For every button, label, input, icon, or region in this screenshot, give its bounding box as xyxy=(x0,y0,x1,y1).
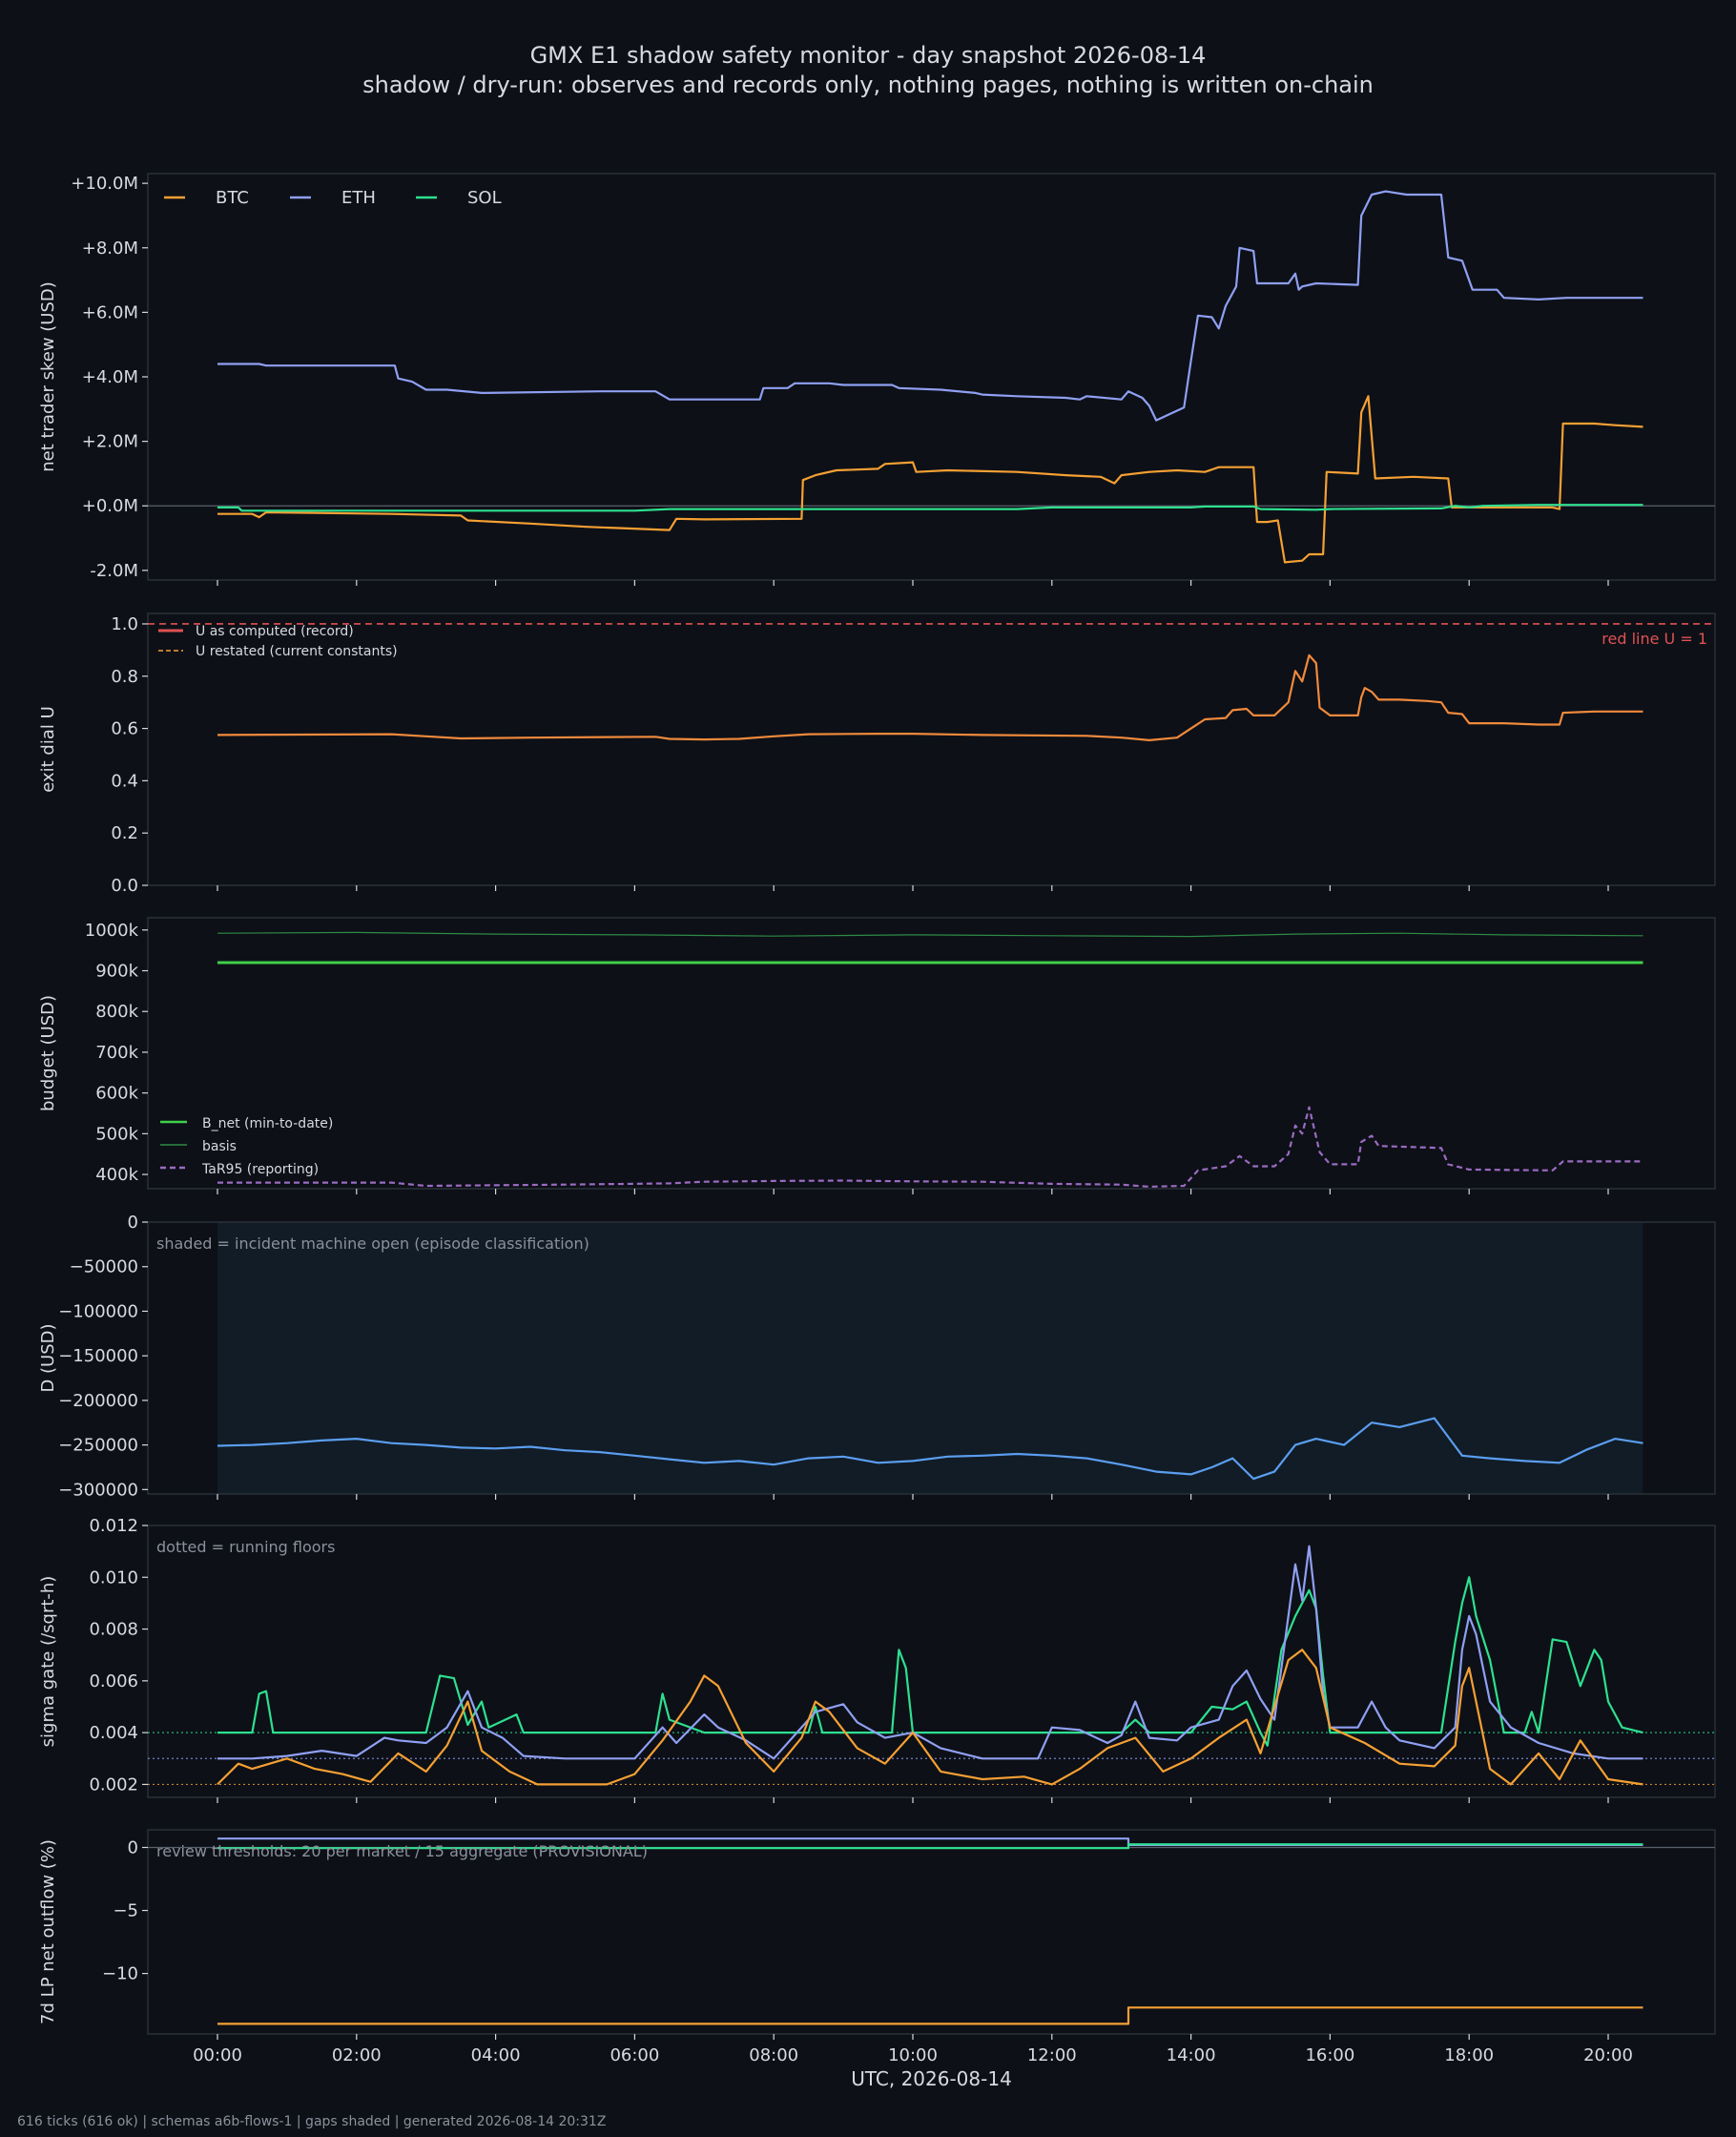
y-tick-label: 600k xyxy=(95,1084,138,1104)
footer-status: 616 ticks (616 ok) | schemas a6b-flows-1… xyxy=(17,2114,606,2129)
y-tick-label: −250000 xyxy=(58,1436,138,1456)
y-tick-label: +10.0M xyxy=(71,174,138,194)
y-tick-label: −100000 xyxy=(58,1301,138,1321)
legend-label: BTC xyxy=(216,188,249,208)
panel-frame xyxy=(147,1221,1716,1495)
x-tick-label: 04:00 xyxy=(471,2045,521,2065)
legend-label: SOL xyxy=(467,188,502,208)
series-line-eth xyxy=(217,1545,1643,1760)
y-tick-label: +4.0M xyxy=(82,367,138,387)
panel-note: review thresholds: 20 per market / 15 ag… xyxy=(156,1842,648,1860)
y-tick-label: 0.002 xyxy=(89,1774,138,1795)
series-line-tar95 xyxy=(217,1106,1643,1188)
panel-frame xyxy=(147,612,1716,886)
y-tick-label: −5 xyxy=(113,1901,138,1921)
y-tick-label: 0 xyxy=(128,1213,138,1233)
x-tick-label: 18:00 xyxy=(1444,2045,1494,2065)
series-line-btc xyxy=(217,1649,1643,1786)
panel-6: −10 −5 0 7d LP net outflow (%) review thresh… xyxy=(38,1829,1716,2090)
y-tick-label: 900k xyxy=(95,962,138,982)
y-axis-label: D (USD) xyxy=(38,1323,58,1392)
y-tick-label: +0.0M xyxy=(82,496,138,516)
series-line-sol xyxy=(217,504,1643,512)
panel-1: -2.0M +0.0M +2.0M +4.0M +6.0M +8.0M +10.0M net … xyxy=(38,173,1716,586)
x-tick-label: 10:00 xyxy=(888,2045,938,2065)
y-tick-label: 700k xyxy=(95,1043,138,1063)
y-tick-label: 1.0 xyxy=(111,614,138,634)
legend-label: B_net (min-to-date) xyxy=(202,1116,333,1131)
series-line-btc xyxy=(217,395,1643,564)
panel-note: shaded = incident machine open (episode … xyxy=(156,1234,589,1253)
series-line-sol xyxy=(217,1843,1643,1850)
y-axis-label: 7d LP net outflow (%) xyxy=(38,1839,58,2024)
x-tick-label: 20:00 xyxy=(1583,2045,1633,2065)
y-tick-label: +6.0M xyxy=(82,302,138,322)
chart-panels: -2.0M +0.0M +2.0M +4.0M +6.0M +8.0M +10.0M net … xyxy=(38,173,1716,2090)
y-tick-label: 0.4 xyxy=(111,771,138,791)
y-axis-label: net trader skew (USD) xyxy=(38,281,58,472)
incident-shade xyxy=(217,1222,1643,1494)
x-tick-label: 08:00 xyxy=(749,2045,798,2065)
y-tick-label: 0.006 xyxy=(89,1671,138,1691)
legend-label: basis xyxy=(202,1139,237,1154)
x-tick-label: 12:00 xyxy=(1027,2045,1077,2065)
x-axis-label: UTC, 2026-08-14 xyxy=(851,2067,1012,2090)
y-tick-label: 0.010 xyxy=(89,1567,138,1587)
panel-frame xyxy=(147,1525,1716,1798)
page-title: GMX E1 shadow safety monitor - day snaps… xyxy=(530,42,1207,69)
series-line-sol xyxy=(217,1576,1643,1747)
legend-label: ETH xyxy=(341,188,376,208)
y-tick-label: +8.0M xyxy=(82,239,138,259)
legend-label: U as computed (record) xyxy=(196,624,354,639)
y-tick-label: 1000k xyxy=(85,921,139,941)
y-tick-label: −200000 xyxy=(58,1391,138,1411)
y-tick-label: -2.0M xyxy=(90,561,138,581)
y-tick-label: 0.8 xyxy=(111,667,138,687)
y-tick-label: 0.008 xyxy=(89,1620,138,1640)
red-line-annotation: red line U = 1 xyxy=(1602,630,1707,648)
x-tick-label: 14:00 xyxy=(1167,2045,1216,2065)
y-tick-label: −50000 xyxy=(70,1257,138,1277)
y-tick-label: 0 xyxy=(128,1837,138,1857)
series-line-d xyxy=(217,1417,1643,1481)
y-tick-label: 800k xyxy=(95,1002,138,1022)
panel-4: −300000 −250000 −200000 −150000 −100000 −5000… xyxy=(38,1213,1716,1500)
legend-label: U restated (current constants) xyxy=(196,644,398,659)
y-axis-label: sigma gate (/sqrt-h) xyxy=(38,1576,58,1748)
panel-2: 0.0 0.2 0.4 0.6 0.8 1.0 exit dial U U as comput… xyxy=(38,612,1716,896)
y-tick-label: 0.012 xyxy=(89,1516,138,1536)
y-tick-label: +2.0M xyxy=(82,432,138,452)
x-tick-label: 06:00 xyxy=(610,2045,659,2065)
panel-5: 0.002 0.004 0.006 0.008 0.010 0.012 sigma gate… xyxy=(38,1516,1716,1803)
x-tick-label: 02:00 xyxy=(332,2045,382,2065)
page-subtitle: shadow / dry-run: observes and records o… xyxy=(362,72,1374,98)
y-tick-label: 0.6 xyxy=(111,719,138,739)
series-line-btc xyxy=(217,2006,1643,2025)
series-line-basis xyxy=(217,931,1643,938)
series-line-u xyxy=(217,654,1643,741)
y-tick-label: 0.2 xyxy=(111,823,138,843)
panel-frame xyxy=(147,917,1716,1190)
x-tick-label: 16:00 xyxy=(1305,2045,1354,2065)
legend-label: TaR95 (reporting) xyxy=(201,1162,319,1177)
y-tick-label: 400k xyxy=(95,1165,138,1185)
series-line-eth xyxy=(217,190,1643,422)
panel-note: dotted = running floors xyxy=(156,1538,335,1556)
y-tick-label: 0.004 xyxy=(89,1723,138,1743)
y-tick-label: 500k xyxy=(95,1124,138,1144)
panel-frame xyxy=(147,1829,1716,2035)
y-tick-label: −10 xyxy=(102,1964,138,1984)
y-tick-label: −150000 xyxy=(58,1346,138,1366)
y-tick-label: 0.0 xyxy=(111,876,138,896)
x-tick-label: 00:00 xyxy=(193,2045,242,2065)
y-axis-label: exit dial U xyxy=(38,706,58,793)
panel-3: 400k 500k 600k 700k 800k 900k 1000k budget (USD… xyxy=(38,917,1716,1194)
y-axis-label: budget (USD) xyxy=(38,995,58,1111)
y-tick-label: −300000 xyxy=(58,1480,138,1500)
